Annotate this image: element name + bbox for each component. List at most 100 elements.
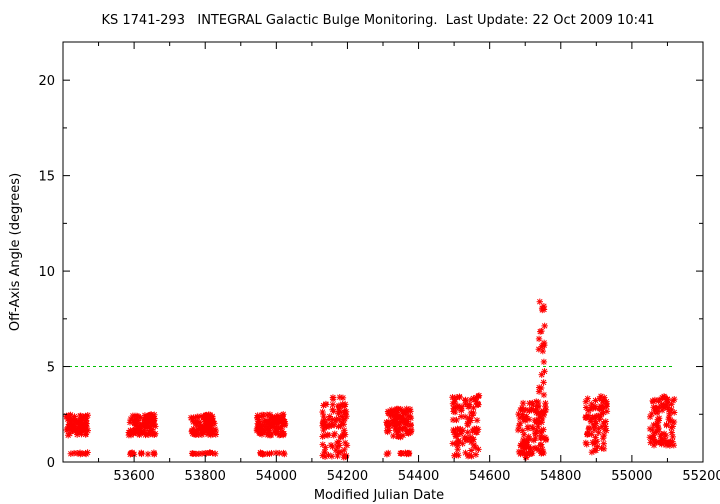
data-point: [272, 419, 280, 427]
y-tick-label: 5: [47, 361, 55, 376]
data-point: [82, 423, 89, 431]
data-point: [595, 412, 602, 419]
data-point: [540, 358, 548, 366]
data-point: [529, 399, 536, 407]
data-point: [467, 409, 475, 417]
data-point: [322, 401, 330, 408]
data-point: [136, 431, 143, 439]
data-point: [514, 426, 522, 434]
data-point: [467, 433, 475, 441]
data-point: [335, 410, 342, 418]
data-point: [588, 414, 596, 422]
data-point: [519, 399, 527, 407]
data-point: [337, 422, 344, 430]
y-tick-label: 15: [38, 170, 55, 185]
data-point: [597, 403, 605, 410]
data-point: [147, 423, 154, 430]
data-point: [82, 431, 89, 438]
data-point: [533, 417, 540, 425]
data-point: [278, 420, 286, 427]
data-point: [538, 343, 546, 350]
data-point: [533, 409, 540, 416]
x-tick-label: 54400: [398, 469, 439, 484]
data-point: [538, 371, 545, 378]
data-point: [280, 430, 287, 438]
data-point: [343, 452, 350, 459]
data-point: [535, 402, 542, 409]
data-point: [131, 419, 138, 427]
data-point: [385, 421, 393, 428]
data-point: [649, 397, 656, 405]
data-point: [337, 434, 345, 441]
data-points: [63, 298, 678, 461]
data-point: [126, 419, 134, 426]
data-point: [525, 433, 532, 440]
data-point: [256, 429, 263, 437]
data-point: [525, 443, 533, 451]
data-point: [655, 397, 662, 405]
data-point: [467, 396, 474, 404]
data-point: [521, 416, 529, 424]
data-point: [203, 450, 210, 457]
data-point: [321, 416, 328, 423]
data-point: [76, 412, 84, 420]
data-point: [592, 404, 599, 412]
x-tick-label: 54800: [540, 469, 581, 484]
data-point: [329, 401, 336, 408]
data-point: [340, 415, 347, 423]
data-point: [540, 391, 548, 399]
data-point: [519, 427, 526, 434]
data-point: [653, 439, 661, 446]
data-point: [404, 450, 412, 457]
data-point: [397, 450, 404, 457]
data-point: [653, 419, 661, 427]
data-point: [266, 450, 273, 458]
data-point: [151, 450, 158, 458]
data-point: [198, 431, 206, 438]
data-point: [394, 421, 402, 428]
data-point: [392, 411, 400, 418]
data-point: [470, 425, 478, 433]
data-point: [203, 420, 210, 427]
data-point: [190, 425, 197, 433]
data-point: [537, 328, 544, 335]
data-point: [602, 418, 609, 425]
data-point: [133, 412, 141, 420]
data-point: [383, 450, 391, 458]
data-point: [212, 431, 219, 438]
data-point: [535, 388, 543, 395]
data-point: [321, 448, 328, 456]
data-point: [64, 432, 72, 439]
data-point: [329, 443, 336, 450]
data-point: [341, 439, 349, 446]
data-point: [537, 442, 544, 449]
data-point: [541, 409, 548, 416]
data-point: [525, 449, 532, 457]
x-tick-label: 54200: [327, 469, 368, 484]
data-point: [324, 432, 332, 439]
data-point: [336, 403, 343, 411]
data-point: [671, 409, 678, 416]
data-point: [211, 425, 219, 433]
data-point: [603, 398, 610, 405]
y-tick-label: 0: [47, 456, 55, 471]
data-point: [402, 425, 409, 433]
data-point: [540, 426, 547, 433]
data-point: [341, 410, 348, 418]
data-point: [659, 394, 667, 402]
data-point: [280, 449, 287, 457]
data-point: [195, 450, 203, 458]
data-point: [663, 422, 670, 429]
data-point: [255, 416, 262, 423]
data-point: [261, 418, 268, 425]
data-point: [591, 446, 599, 454]
data-point: [537, 429, 545, 437]
data-point: [537, 414, 545, 421]
data-point: [68, 416, 76, 424]
data-point: [535, 335, 543, 343]
data-point: [322, 423, 329, 430]
plot-frame: [62, 41, 704, 463]
data-point: [461, 413, 469, 421]
data-point: [517, 442, 524, 449]
